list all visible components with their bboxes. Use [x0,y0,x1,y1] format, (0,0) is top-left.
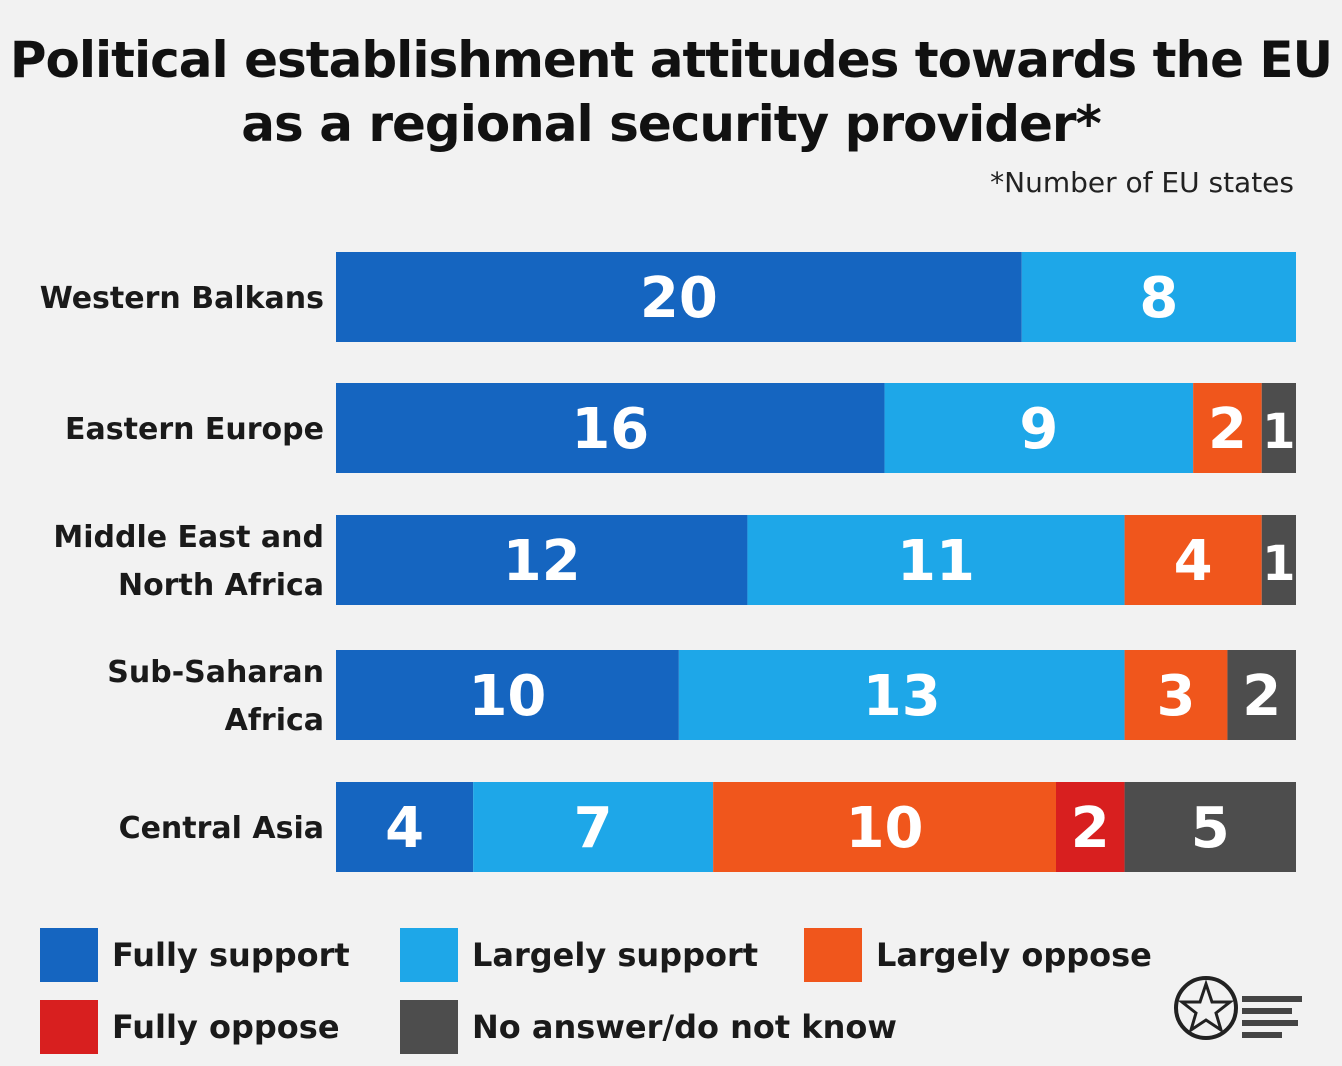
value-label-central-asia-fully-oppose: 2 [1071,796,1110,861]
value-label-central-asia-largely-support: 7 [574,796,613,861]
logo-text-line [1242,1020,1298,1026]
value-label-central-asia-no-answer-do-not-know: 5 [1191,796,1230,861]
bar-eastern-europe-largely-support [884,383,1194,473]
legend-label-largely-support: Largely support [472,936,759,974]
value-label-central-asia-largely-oppose: 10 [846,796,924,861]
legend-item-largely-support: Largely support [400,928,758,982]
legend-item-no-answer: No answer/do not know [400,1000,897,1054]
bar-central-asia-fully-oppose [1056,782,1125,872]
value-label-sub-saharan-africa-fully-support: 10 [468,664,546,729]
category-label-central-asia: Central Asia [119,811,324,846]
bar-eastern-europe-fully-support [336,383,885,473]
publisher-logo [1174,976,1302,1040]
value-label-sub-saharan-africa-largely-support: 13 [863,664,941,729]
legend-swatch-fully-oppose [40,1000,98,1054]
legend-swatch-no-answer [400,1000,458,1054]
category-label-eastern-europe: Eastern Europe [65,412,324,447]
value-label-sub-saharan-africa-no-answer-do-not-know: 2 [1242,664,1281,729]
bar-central-asia-largely-support [473,782,714,872]
logo-circle [1174,976,1238,1040]
chart-note: *Number of EU states [990,166,1294,199]
logo-text-line [1242,996,1302,1002]
value-label-eastern-europe-no-answer-do-not-know: 1 [1262,404,1295,460]
legend-item-largely-oppose: Largely oppose [804,928,1152,982]
bar-middle-east-and-north-africa-largely-oppose [1124,515,1262,605]
bar-middle-east-and-north-africa-no-answer-do-not-know [1261,515,1296,605]
category-label-line: Middle East and [53,520,324,555]
category-label-line: Eastern Europe [65,412,324,447]
logo-text-line [1242,1032,1282,1038]
bar-eastern-europe-largely-oppose [1193,383,1262,473]
legend-swatch-largely-oppose [804,928,862,982]
bar-sub-saharan-africa-no-answer-do-not-know [1227,650,1296,740]
bar-central-asia-largely-oppose [713,782,1056,872]
bar-central-asia-fully-support [336,782,474,872]
bar-sub-saharan-africa-fully-support [336,650,679,740]
category-label-line: Africa [225,703,324,738]
value-label-sub-saharan-africa-largely-oppose: 3 [1157,664,1196,729]
category-label-line: Sub-Saharan [107,655,324,690]
value-label-middle-east-and-north-africa-no-answer-do-not-know: 1 [1262,536,1295,592]
value-label-middle-east-and-north-africa-fully-support: 12 [503,529,581,594]
bar-sub-saharan-africa-largely-oppose [1124,650,1228,740]
chart-title-line1: Political establishment attitudes toward… [9,31,1333,89]
value-label-middle-east-and-north-africa-largely-support: 11 [897,529,975,594]
logo-star-icon [1177,979,1235,1034]
legend-item-fully-oppose: Fully oppose [40,1000,340,1054]
category-label-line: North Africa [118,568,324,603]
bar-middle-east-and-north-africa-fully-support [336,515,748,605]
value-label-western-balkans-largely-support: 8 [1139,266,1178,331]
bar-western-balkans-fully-support [336,252,1022,342]
value-label-eastern-europe-largely-oppose: 2 [1208,397,1247,462]
legend-swatch-fully-support [40,928,98,982]
legend-label-fully-oppose: Fully oppose [112,1008,340,1046]
value-label-middle-east-and-north-africa-largely-oppose: 4 [1174,529,1213,594]
value-label-eastern-europe-fully-support: 16 [571,397,649,462]
value-label-eastern-europe-largely-support: 9 [1019,397,1058,462]
legend: Fully support Largely support Largely op… [40,928,1160,1058]
value-label-central-asia-fully-support: 4 [385,796,424,861]
chart-title: Political establishment attitudes toward… [0,28,1342,156]
bar-central-asia-no-answer-do-not-know [1124,782,1296,872]
bar-western-balkans-largely-support [1021,252,1296,342]
bar-sub-saharan-africa-largely-support [678,650,1125,740]
bar-middle-east-and-north-africa-largely-support [747,515,1125,605]
legend-label-largely-oppose: Largely oppose [876,936,1152,974]
legend-item-fully-support: Fully support [40,928,350,982]
logo-text-line [1242,1008,1292,1014]
legend-swatch-largely-support [400,928,458,982]
value-label-western-balkans-fully-support: 20 [640,266,718,331]
category-label-sub-saharan-africa: Sub-Saharan Africa [107,655,324,738]
legend-label-no-answer: No answer/do not know [472,1008,897,1046]
category-label-middle-east-and-north-africa: Middle East and North Africa [53,520,324,603]
category-label-western-balkans: Western Balkans [40,281,324,316]
category-label-line: Central Asia [119,811,324,846]
category-label-line: Western Balkans [40,281,324,316]
chart-title-line2: as a regional security provider* [241,95,1101,153]
legend-label-fully-support: Fully support [112,936,350,974]
bar-eastern-europe-no-answer-do-not-know [1261,383,1296,473]
